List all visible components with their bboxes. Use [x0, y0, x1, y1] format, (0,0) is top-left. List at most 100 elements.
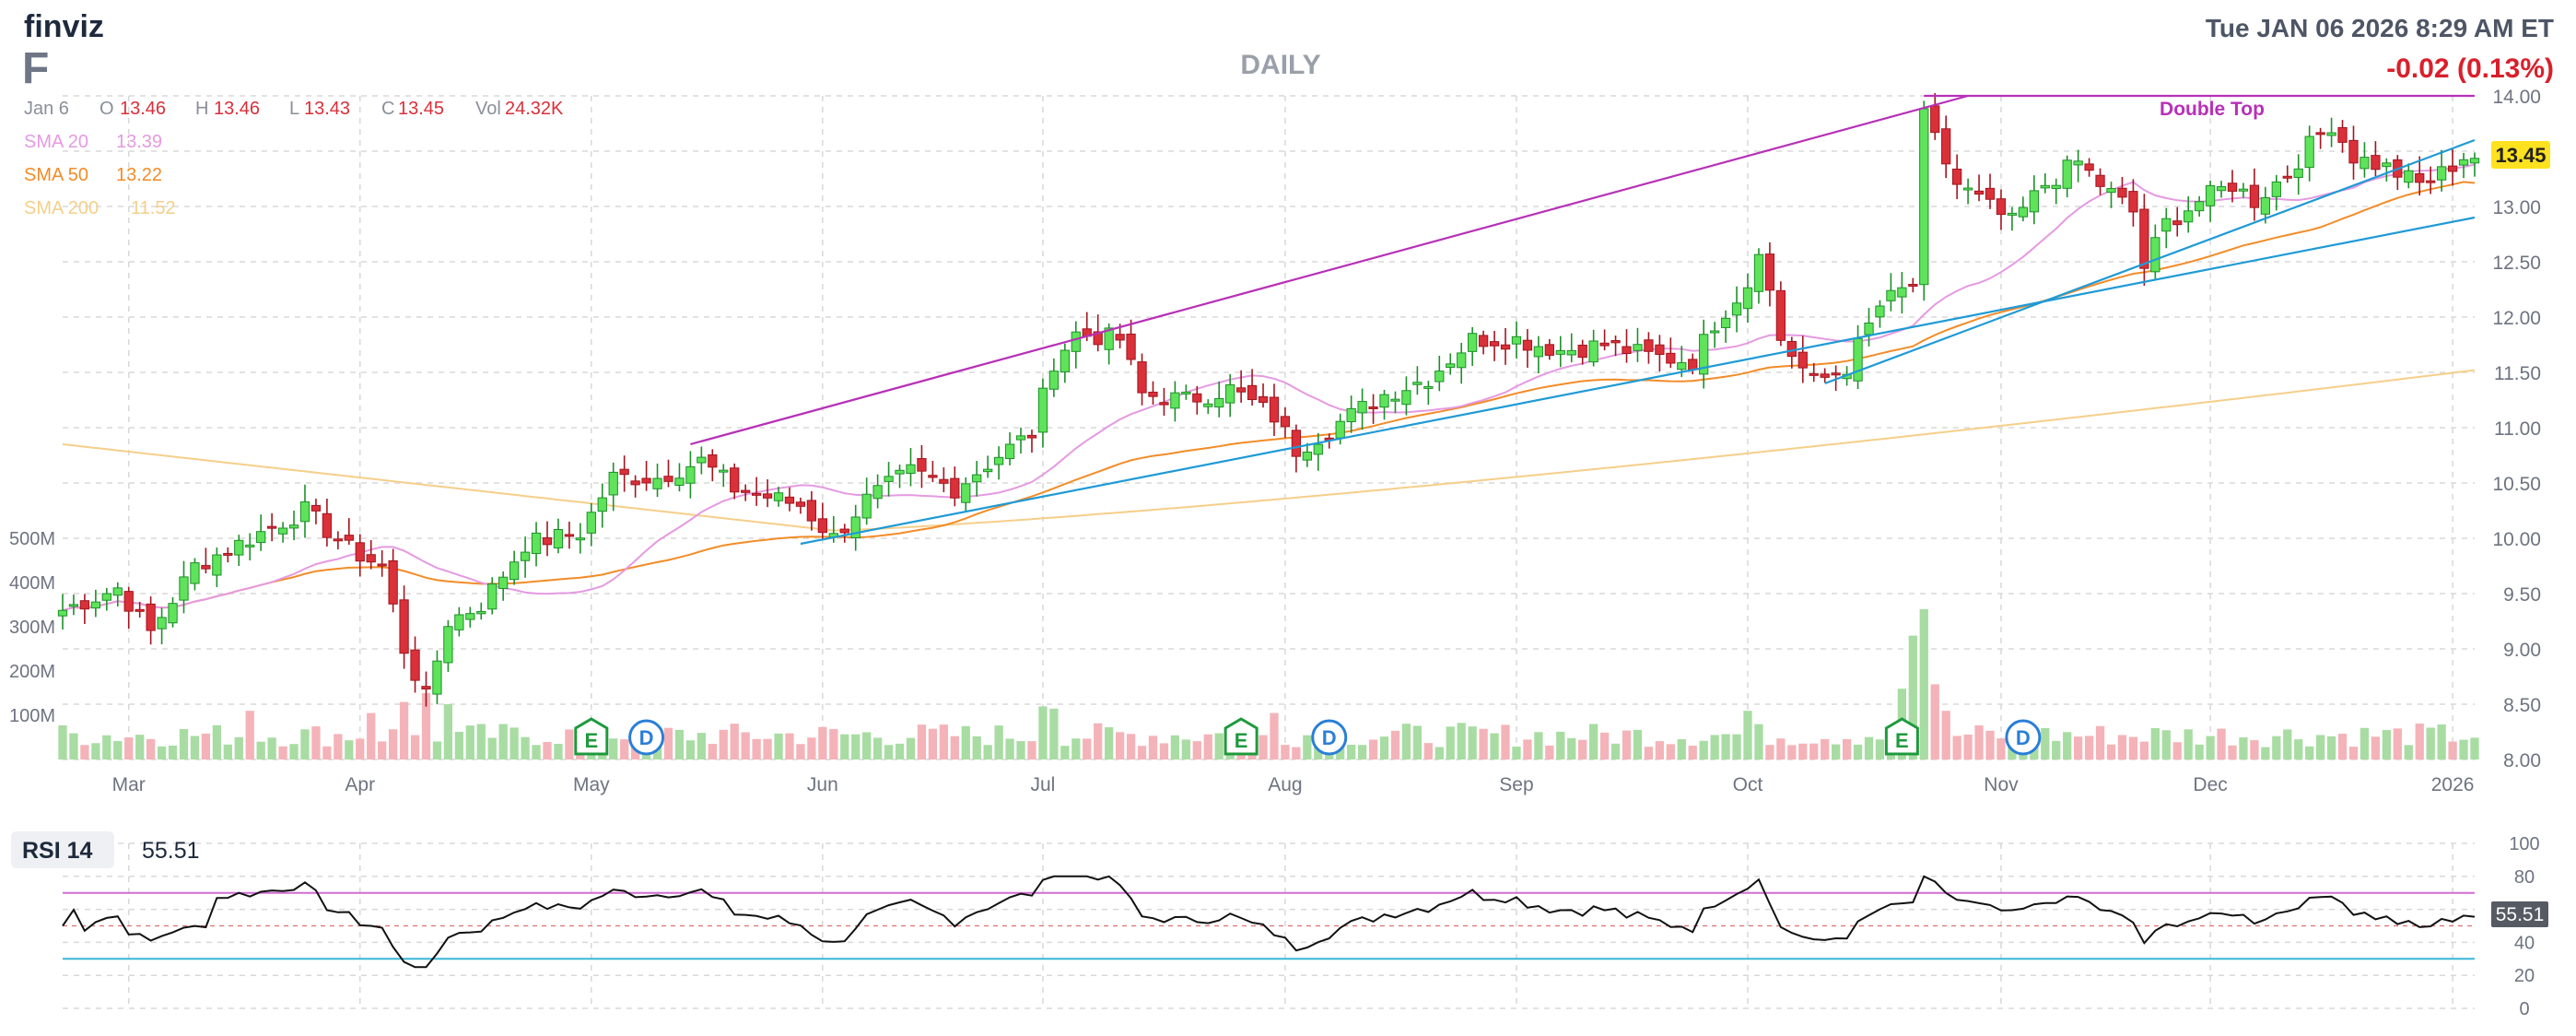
candle [884, 462, 894, 497]
candle-body [1731, 302, 1742, 316]
candle [1555, 336, 1565, 368]
candle-body [1930, 105, 1940, 134]
volume-bar [1787, 745, 1797, 759]
volume-bar [565, 729, 574, 759]
candlesticks[interactable] [57, 92, 2480, 707]
candle [1060, 343, 1070, 383]
candle [1962, 178, 1973, 205]
candle [1764, 241, 1775, 307]
volume-bar [2206, 736, 2215, 759]
candle-body [1235, 387, 1247, 393]
candle-body [2238, 188, 2249, 192]
earnings-letter: E [1235, 729, 1248, 752]
candle [498, 571, 509, 601]
candle [1610, 336, 1621, 357]
candle-body [2018, 206, 2029, 218]
datetime-label: Tue JAN 06 2026 8:29 AM ET [2206, 14, 2554, 42]
dividend-badge [628, 719, 665, 756]
candle-body [531, 532, 542, 554]
rsi-panel [62, 875, 2476, 969]
rsi-label-box[interactable] [11, 831, 114, 868]
candle-body [344, 535, 354, 541]
volume-bar [465, 725, 474, 759]
candle-body [1688, 359, 1698, 371]
rsi-label[interactable]: RSI 14 [22, 838, 93, 864]
candle [1390, 391, 1400, 414]
volume-bar [2261, 747, 2270, 759]
volume-bar [2084, 736, 2094, 759]
candle-body [1908, 284, 1918, 288]
ticker-symbol[interactable]: F [22, 44, 49, 93]
volume-tick-label: 200M [9, 662, 55, 682]
candle [520, 536, 531, 578]
candle [652, 463, 662, 498]
volume-bar [91, 743, 100, 759]
candle-body [2095, 174, 2105, 187]
candle-body [2106, 188, 2116, 194]
candle-body [1599, 342, 1610, 347]
volume-bar [2294, 739, 2303, 759]
candle [730, 463, 740, 500]
volume-bar [2382, 730, 2392, 759]
trend-overlays[interactable] [690, 94, 2476, 546]
candle-body [421, 686, 431, 690]
current-price-badge [2491, 141, 2550, 169]
candle [1853, 324, 1863, 390]
candle-body [1853, 337, 1863, 382]
volume-tick-label: 500M [9, 529, 55, 549]
candle-body [906, 464, 916, 475]
close-label: C [381, 99, 394, 119]
candle-body [190, 562, 200, 584]
volume-bar [1952, 736, 1961, 759]
timeframe-label[interactable]: DAILY [1240, 50, 1320, 80]
volume-bar [146, 738, 156, 759]
candle [2260, 186, 2271, 224]
volume-bar [1809, 743, 1819, 759]
earnings-letter: E [584, 729, 598, 752]
sma-20-line [62, 163, 2476, 612]
candle-body [1952, 168, 1962, 185]
candle [2150, 224, 2160, 279]
dividend-letter: D [639, 726, 654, 749]
candle-body [1764, 253, 1775, 291]
volume-bar [2195, 744, 2204, 759]
volume-bar [829, 728, 838, 759]
volume-bar [697, 733, 706, 759]
candle [2084, 158, 2094, 177]
candle-body [157, 617, 167, 630]
double-top-label[interactable]: Double Top [2160, 99, 2265, 120]
candle-body [179, 576, 189, 601]
candle [2382, 158, 2392, 182]
price-tick-label: 10.00 [2492, 529, 2541, 550]
volume-bar [1368, 739, 1378, 759]
sma-200-label: SMA 200 [24, 198, 99, 218]
volume-bar [1523, 739, 1532, 759]
candle-body [2271, 181, 2281, 197]
candle-body [983, 468, 993, 473]
price-axis: 14.0013.5013.0012.5012.0011.5011.0010.50… [2492, 87, 2541, 771]
candle [1126, 319, 1136, 366]
candle-body [895, 469, 905, 475]
volume-bar [785, 733, 794, 759]
volume-bar [543, 742, 552, 759]
earnings-badge [574, 717, 609, 756]
finviz-logo[interactable]: finviz [24, 9, 104, 44]
candle [277, 522, 288, 543]
candle [983, 455, 993, 478]
candle [1478, 330, 1489, 355]
candle [299, 484, 310, 538]
candle-body [2195, 201, 2205, 212]
candle [1699, 319, 1709, 389]
volume-bar [2459, 739, 2468, 759]
sma-legend[interactable]: SMA 20 13.39 SMA 50 13.22 SMA 200 11.52 [24, 132, 176, 218]
candle [123, 586, 134, 629]
candle-body [410, 649, 420, 681]
open-value: 13.46 [120, 99, 166, 119]
candle [1037, 378, 1048, 448]
candle [961, 477, 971, 512]
candle-body [564, 534, 575, 537]
volume-bar [135, 735, 145, 759]
candle [1148, 381, 1158, 405]
